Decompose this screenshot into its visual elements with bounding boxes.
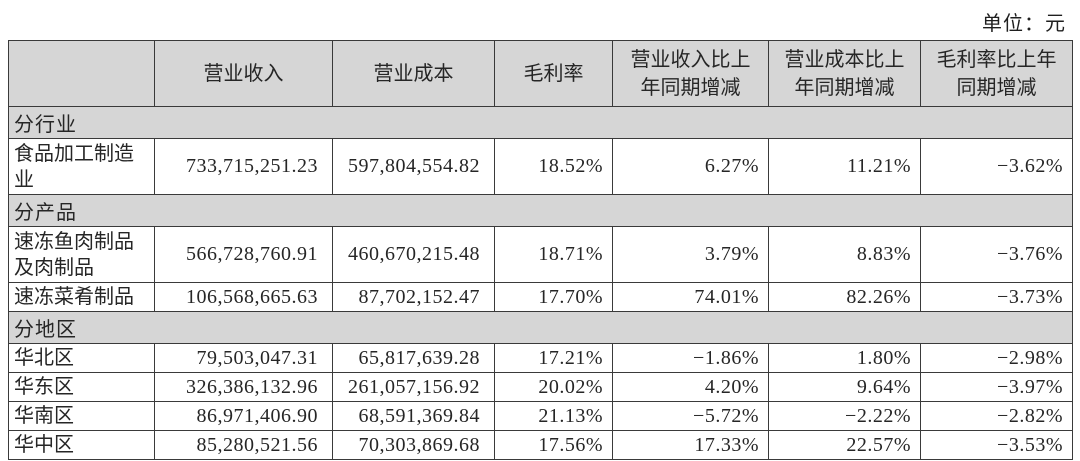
row-label: 速冻菜肴制品 xyxy=(8,282,155,312)
section-row-product: 分产品 xyxy=(8,194,1073,227)
cell-cost: 597,804,554.82 xyxy=(332,138,495,195)
cell-revenue: 733,715,251.23 xyxy=(154,138,333,195)
row-label: 华南区 xyxy=(8,401,155,431)
table-row-frozen-fish-meat: 速冻鱼肉制品 及肉制品 566,728,760.91 460,670,215.4… xyxy=(8,226,1073,283)
table-row-food-processing: 食品加工制造 业 733,715,251.23 597,804,554.82 1… xyxy=(8,138,1073,195)
cell-margin-yoy: −3.97% xyxy=(920,372,1073,402)
header-cell-revenue: 营业收入 xyxy=(154,40,333,107)
cell-gross-margin: 18.71% xyxy=(494,226,613,283)
cell-revenue: 566,728,760.91 xyxy=(154,226,333,283)
cell-gross-margin: 17.70% xyxy=(494,282,613,312)
cell-revenue: 326,386,132.96 xyxy=(154,372,333,402)
cell-margin-yoy: −2.82% xyxy=(920,401,1073,431)
row-label: 华东区 xyxy=(8,372,155,402)
cell-cost-yoy: 22.57% xyxy=(768,430,921,460)
header-cell-blank xyxy=(8,40,155,107)
cell-cost-yoy: 8.83% xyxy=(768,226,921,283)
cell-revenue: 79,503,047.31 xyxy=(154,343,333,373)
header-cell-cost: 营业成本 xyxy=(332,40,495,107)
header-cell-gross-margin: 毛利率 xyxy=(494,40,613,107)
row-label: 华北区 xyxy=(8,343,155,373)
table-row-frozen-dishes: 速冻菜肴制品 106,568,665.63 87,702,152.47 17.7… xyxy=(8,282,1073,312)
cell-revenue: 85,280,521.56 xyxy=(154,430,333,460)
row-label: 食品加工制造 业 xyxy=(8,138,155,195)
cell-cost: 87,702,152.47 xyxy=(332,282,495,312)
cell-gross-margin: 18.52% xyxy=(494,138,613,195)
cell-cost: 261,057,156.92 xyxy=(332,372,495,402)
header-cell-revenue-yoy: 营业收入比上 年同期增减 xyxy=(612,40,769,107)
cell-margin-yoy: −3.73% xyxy=(920,282,1073,312)
cell-revenue-yoy: 4.20% xyxy=(612,372,769,402)
cell-cost: 65,817,639.28 xyxy=(332,343,495,373)
cell-revenue-yoy: −1.86% xyxy=(612,343,769,373)
cell-margin-yoy: −3.53% xyxy=(920,430,1073,460)
cell-gross-margin: 21.13% xyxy=(494,401,613,431)
section-row-industry: 分行业 xyxy=(8,106,1073,139)
row-label: 速冻鱼肉制品 及肉制品 xyxy=(8,226,155,283)
cell-cost: 460,670,215.48 xyxy=(332,226,495,283)
cell-margin-yoy: −2.98% xyxy=(920,343,1073,373)
cell-cost-yoy: −2.22% xyxy=(768,401,921,431)
table-row-east-china: 华东区 326,386,132.96 261,057,156.92 20.02%… xyxy=(8,372,1073,402)
header-cell-margin-yoy: 毛利率比上年 同期增减 xyxy=(920,40,1073,107)
cell-cost: 70,303,869.68 xyxy=(332,430,495,460)
cell-cost-yoy: 11.21% xyxy=(768,138,921,195)
cell-margin-yoy: −3.62% xyxy=(920,138,1073,195)
cell-cost: 68,591,369.84 xyxy=(332,401,495,431)
table-header-row: 营业收入 营业成本 毛利率 营业收入比上 年同期增减 营业成本比上 年同期增减 … xyxy=(8,40,1073,107)
cell-revenue: 86,971,406.90 xyxy=(154,401,333,431)
cell-cost-yoy: 9.64% xyxy=(768,372,921,402)
cell-gross-margin: 17.56% xyxy=(494,430,613,460)
table-row-central-china: 华中区 85,280,521.56 70,303,869.68 17.56% 1… xyxy=(8,430,1073,460)
cell-gross-margin: 20.02% xyxy=(494,372,613,402)
cell-revenue-yoy: 3.79% xyxy=(612,226,769,283)
segment-results-table: 营业收入 营业成本 毛利率 营业收入比上 年同期增减 营业成本比上 年同期增减 … xyxy=(8,40,1073,460)
row-label: 华中区 xyxy=(8,430,155,460)
cell-revenue-yoy: −5.72% xyxy=(612,401,769,431)
cell-cost-yoy: 82.26% xyxy=(768,282,921,312)
cell-revenue-yoy: 6.27% xyxy=(612,138,769,195)
cell-revenue-yoy: 17.33% xyxy=(612,430,769,460)
section-row-region: 分地区 xyxy=(8,311,1073,344)
cell-cost-yoy: 1.80% xyxy=(768,343,921,373)
table-row-south-china: 华南区 86,971,406.90 68,591,369.84 21.13% −… xyxy=(8,401,1073,431)
cell-gross-margin: 17.21% xyxy=(494,343,613,373)
header-cell-cost-yoy: 营业成本比上 年同期增减 xyxy=(768,40,921,107)
table-row-north-china: 华北区 79,503,047.31 65,817,639.28 17.21% −… xyxy=(8,343,1073,373)
unit-label: 单位：元 xyxy=(982,13,1066,35)
cell-margin-yoy: −3.76% xyxy=(920,226,1073,283)
section-title-product: 分产品 xyxy=(8,194,1073,227)
section-title-region: 分地区 xyxy=(8,311,1073,344)
cell-revenue: 106,568,665.63 xyxy=(154,282,333,312)
section-title-industry: 分行业 xyxy=(8,106,1073,139)
cell-revenue-yoy: 74.01% xyxy=(612,282,769,312)
